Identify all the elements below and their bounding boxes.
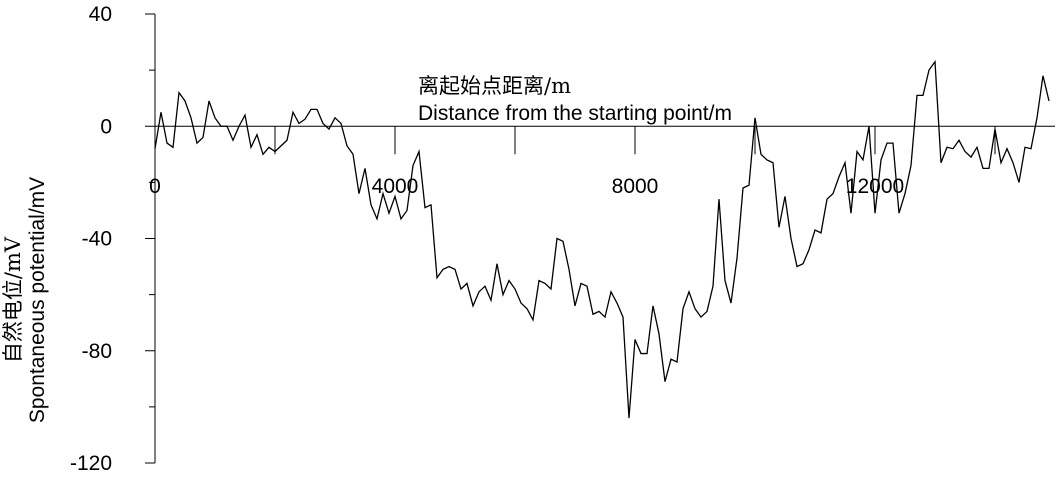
x-axis-title: Distance from the starting point/m [418, 102, 732, 125]
x-axis-title-cn: 离起始点距离/m [418, 74, 571, 98]
y-axis-title-group: 自然电位/mV [1, 236, 25, 363]
x-tick-label: 12000 [846, 175, 904, 198]
y-tick-label: -80 [82, 340, 112, 363]
y-axis-title: Spontaneous potential/mV [26, 177, 49, 423]
y-tick-label: -120 [70, 452, 112, 475]
y-axis-title-cn: 自然电位/mV [1, 236, 25, 363]
y-axis-title-group: Spontaneous potential/mV [26, 177, 49, 423]
y-tick-label: 40 [89, 3, 112, 26]
data-line [154, 59, 1050, 419]
x-tick-label: 4000 [372, 175, 419, 198]
x-tick-label: 8000 [612, 175, 659, 198]
x-tick-label: 0 [149, 175, 161, 198]
y-tick-label: 0 [100, 115, 112, 138]
y-tick-label: -40 [82, 228, 112, 251]
